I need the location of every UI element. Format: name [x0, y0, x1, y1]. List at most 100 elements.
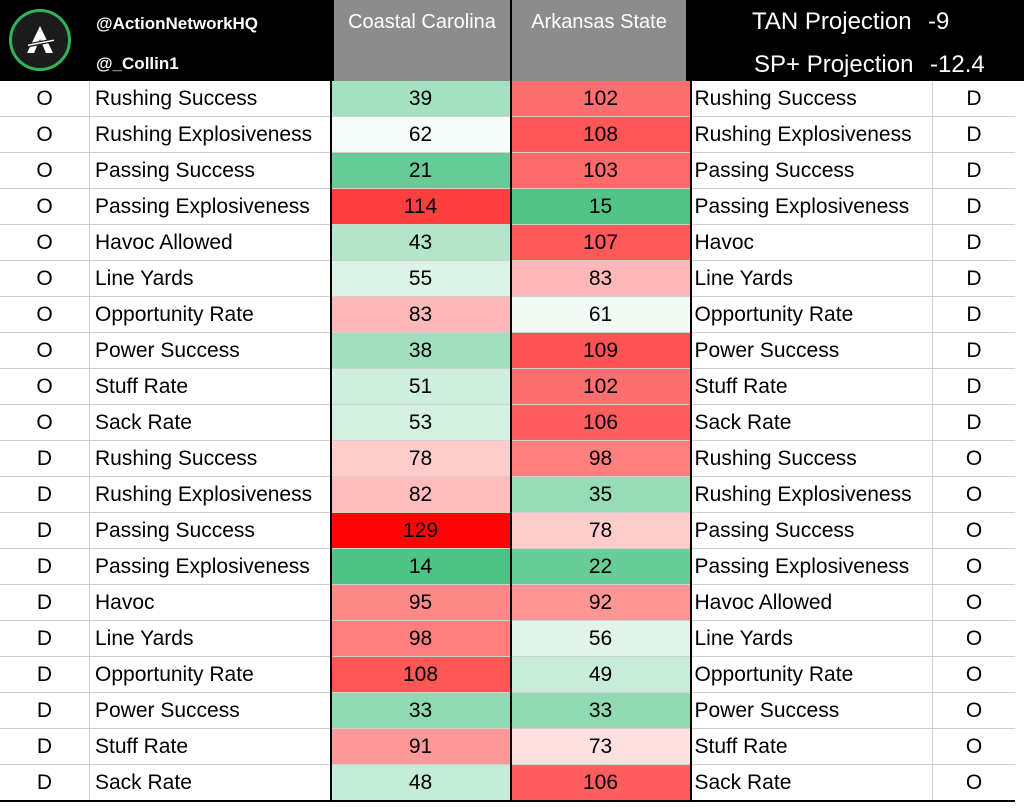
right-stat-cell: Stuff Rate — [690, 368, 933, 405]
table-row: D Havoc 95 92 Havoc Allowed O — [0, 584, 1015, 621]
left-stat-cell: Passing Success — [89, 152, 331, 189]
left-rank-cell: 78 — [329, 440, 511, 477]
left-rank-cell: 43 — [329, 224, 511, 261]
left-side-cell: O — [0, 116, 90, 153]
left-rank-cell: 38 — [329, 332, 511, 369]
table-row: D Sack Rate 48 106 Sack Rate O — [0, 764, 1015, 802]
right-side-cell: D — [932, 116, 1015, 153]
right-stat-cell: Line Yards — [690, 260, 933, 297]
left-rank-cell: 62 — [329, 116, 511, 153]
right-stat-cell: Opportunity Rate — [690, 296, 933, 333]
right-rank-cell: 22 — [509, 548, 692, 585]
left-stat-cell: Opportunity Rate — [89, 656, 331, 693]
right-rank-cell: 49 — [509, 656, 692, 693]
table-row: D Line Yards 98 56 Line Yards O — [0, 620, 1015, 657]
right-side-cell: O — [932, 728, 1015, 765]
left-stat-cell: Rushing Success — [89, 440, 331, 477]
tan-projection-label: TAN Projection — [752, 8, 912, 35]
right-rank-cell: 61 — [509, 296, 692, 333]
table-row: D Stuff Rate 91 73 Stuff Rate O — [0, 728, 1015, 765]
left-side-cell: D — [0, 548, 90, 585]
table-row: O Rushing Explosiveness 62 108 Rushing Explo… — [0, 116, 1015, 153]
left-rank-cell: 21 — [329, 152, 511, 189]
left-rank-cell: 98 — [329, 620, 511, 657]
left-stat-cell: Passing Explosiveness — [89, 188, 331, 225]
left-stat-cell: Opportunity Rate — [89, 296, 331, 333]
right-side-cell: D — [932, 260, 1015, 297]
table-row: O Power Success 38 109 Power Success D — [0, 332, 1015, 369]
table-row: D Rushing Explosiveness 82 35 Rushing Explos… — [0, 476, 1015, 513]
left-stat-cell: Stuff Rate — [89, 728, 331, 765]
right-stat-cell: Rushing Success — [690, 440, 933, 477]
right-rank-cell: 98 — [509, 440, 692, 477]
right-rank-cell: 73 — [509, 728, 692, 765]
table-row: O Stuff Rate 51 102 Stuff Rate D — [0, 368, 1015, 405]
table-row: O Opportunity Rate 83 61 Opportunity Rate D — [0, 296, 1015, 333]
right-stat-cell: Passing Explosiveness — [690, 188, 933, 225]
left-side-cell: O — [0, 152, 90, 189]
right-rank-cell: 106 — [509, 764, 692, 802]
tan-projection-value: -9 — [928, 8, 950, 35]
right-stat-cell: Sack Rate — [690, 404, 933, 441]
left-rank-cell: 51 — [329, 368, 511, 405]
right-stat-cell: Line Yards — [690, 620, 933, 657]
right-side-cell: O — [932, 476, 1015, 513]
left-rank-cell: 53 — [329, 404, 511, 441]
left-stat-cell: Passing Explosiveness — [89, 548, 331, 585]
left-rank-cell: 55 — [329, 260, 511, 297]
left-stat-cell: Power Success — [89, 692, 331, 729]
right-stat-cell: Passing Success — [690, 512, 933, 549]
right-side-cell: D — [932, 332, 1015, 369]
action-network-logo-icon — [9, 9, 71, 71]
right-side-cell: D — [932, 404, 1015, 441]
left-side-cell: D — [0, 584, 90, 621]
right-rank-cell: 35 — [509, 476, 692, 513]
right-rank-cell: 83 — [509, 260, 692, 297]
right-stat-cell: Rushing Explosiveness — [690, 476, 933, 513]
left-side-cell: D — [0, 476, 90, 513]
left-side-cell: O — [0, 188, 90, 225]
right-side-cell: D — [932, 81, 1015, 117]
table-row: O Passing Explosiveness 114 15 Passing Explo… — [0, 188, 1015, 225]
handle-collin: @_Collin1 — [96, 54, 179, 73]
left-stat-cell: Sack Rate — [89, 764, 331, 802]
right-stat-cell: Passing Explosiveness — [690, 548, 933, 585]
brand-block: @ActionNetworkHQ @_Collin1 — [0, 0, 332, 81]
right-stat-cell: Havoc — [690, 224, 933, 261]
left-rank-cell: 129 — [329, 512, 511, 549]
left-side-cell: D — [0, 440, 90, 477]
right-rank-cell: 109 — [509, 332, 692, 369]
right-side-cell: O — [932, 764, 1015, 802]
right-stat-cell: Sack Rate — [690, 764, 933, 802]
table-row: O Passing Success 21 103 Passing Success D — [0, 152, 1015, 189]
left-rank-cell: 82 — [329, 476, 511, 513]
right-side-cell: D — [932, 188, 1015, 225]
sp-projection-label: SP+ Projection — [754, 51, 914, 78]
left-stat-cell: Sack Rate — [89, 404, 331, 441]
sp-projection-value: -12.4 — [930, 51, 985, 78]
left-stat-cell: Rushing Explosiveness — [89, 116, 331, 153]
left-rank-cell: 91 — [329, 728, 511, 765]
right-rank-cell: 56 — [509, 620, 692, 657]
left-stat-cell: Line Yards — [89, 260, 331, 297]
left-side-cell: D — [0, 620, 90, 657]
stats-table: O Rushing Success 39 102 Rushing Success D O Ru… — [0, 81, 1015, 802]
right-side-cell: O — [932, 656, 1015, 693]
left-rank-cell: 14 — [329, 548, 511, 585]
projection-block: TAN Projection -9 SP+ Projection -12.4 — [688, 0, 1024, 81]
right-side-cell: O — [932, 620, 1015, 657]
right-stat-cell: Opportunity Rate — [690, 656, 933, 693]
left-side-cell: O — [0, 368, 90, 405]
left-stat-cell: Rushing Success — [89, 81, 331, 117]
right-side-cell: O — [932, 692, 1015, 729]
left-stat-cell: Havoc Allowed — [89, 224, 331, 261]
left-stat-cell: Havoc — [89, 584, 331, 621]
right-stat-cell: Havoc Allowed — [690, 584, 933, 621]
left-rank-cell: 39 — [329, 81, 511, 117]
right-rank-cell: 103 — [509, 152, 692, 189]
right-stat-cell: Power Success — [690, 692, 933, 729]
handle-actionnetwork: @ActionNetworkHQ — [96, 14, 259, 33]
left-rank-cell: 33 — [329, 692, 511, 729]
left-side-cell: O — [0, 332, 90, 369]
right-stat-cell: Rushing Success — [690, 81, 933, 117]
